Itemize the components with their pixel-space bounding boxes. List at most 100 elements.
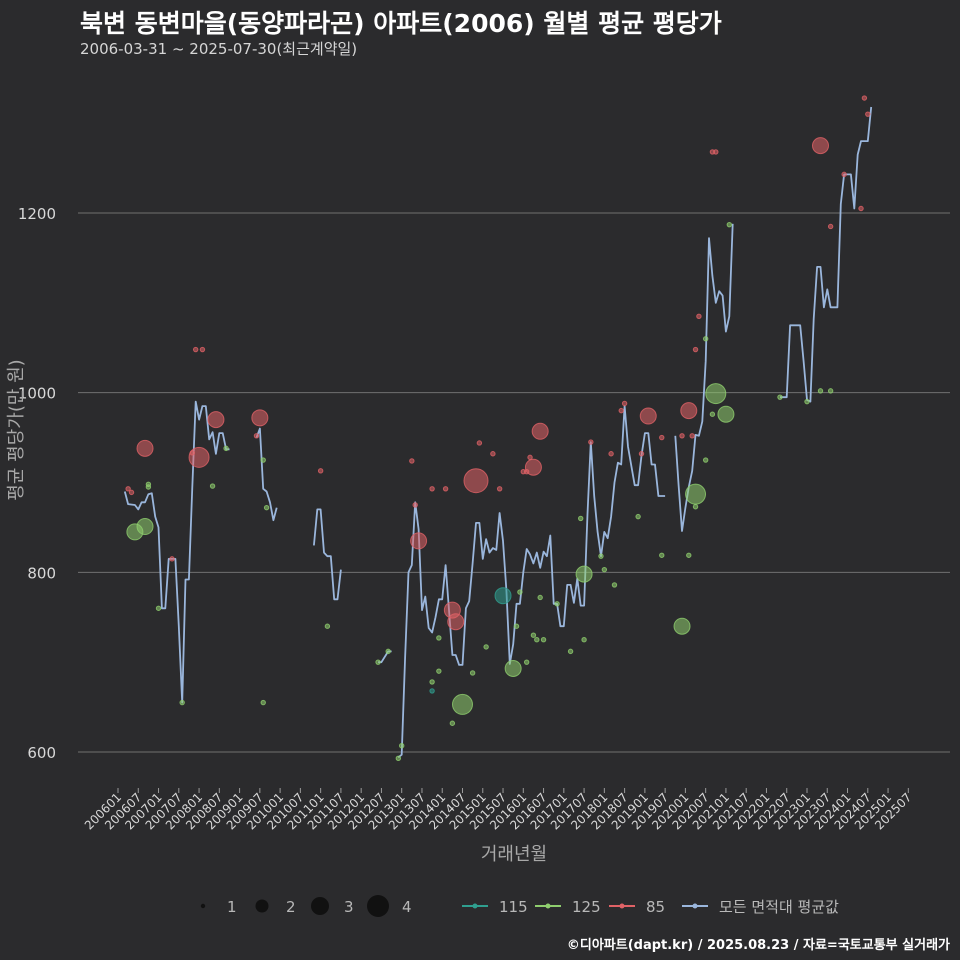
point-85 xyxy=(253,433,260,439)
point-85 xyxy=(410,532,428,550)
point-125 xyxy=(578,515,584,522)
point-85 xyxy=(125,486,131,492)
point-125 xyxy=(717,405,735,423)
point-125 xyxy=(702,336,709,342)
legend-color-label: 모든 면적대 평균값 xyxy=(719,898,839,916)
point-85 xyxy=(811,137,829,155)
chart-title: 북변 동변마을(동양파라곤) 아파트(2006) 월별 평균 평당가 xyxy=(80,9,722,38)
point-125 xyxy=(179,699,185,706)
point-85 xyxy=(861,95,868,101)
average-line-segment xyxy=(123,400,230,704)
point-125 xyxy=(611,582,618,588)
legend-size-2 xyxy=(255,899,269,913)
point-85 xyxy=(251,409,269,427)
point-125 xyxy=(581,637,587,643)
x-axis-label: 거래년월 xyxy=(481,844,547,865)
point-125 xyxy=(483,644,489,650)
average-line xyxy=(123,106,873,759)
average-line-segment xyxy=(255,427,278,522)
point-85 xyxy=(490,451,496,457)
y-tick-label: 800 xyxy=(27,564,56,582)
average-line-segment xyxy=(674,223,734,532)
point-125 xyxy=(145,484,152,490)
point-125 xyxy=(709,411,716,417)
average-line-segment xyxy=(397,405,666,759)
legend-color-label: 115 xyxy=(499,898,528,916)
point-125 xyxy=(429,679,435,685)
point-115 xyxy=(494,587,512,605)
y-axis-label: 평균 평당가(만 원) xyxy=(6,359,27,500)
point-125 xyxy=(726,221,733,228)
legend-color-dot xyxy=(472,903,478,909)
point-85 xyxy=(621,400,628,407)
point-125 xyxy=(598,553,604,559)
point-85 xyxy=(692,346,699,353)
point-125 xyxy=(223,445,229,452)
legend-size-label: 1 xyxy=(227,898,237,916)
footer-credit: ©디아파트(dapt.kr) / 2025.08.23 / 자료=국토교통부 실… xyxy=(566,938,950,953)
legend-size-3 xyxy=(311,897,329,915)
legend-size-1 xyxy=(200,903,206,909)
point-85 xyxy=(638,451,645,457)
point-85 xyxy=(659,434,665,441)
point-125 xyxy=(451,693,473,715)
point-125 xyxy=(209,483,216,489)
point-85 xyxy=(679,433,685,439)
point-125 xyxy=(263,504,270,511)
point-125 xyxy=(817,388,824,394)
point-85 xyxy=(412,502,418,508)
point-125 xyxy=(673,617,691,635)
point-85 xyxy=(317,468,324,474)
point-85 xyxy=(527,454,533,461)
point-125 xyxy=(534,637,540,643)
point-125 xyxy=(530,632,537,638)
legend-size-label: 2 xyxy=(286,898,296,916)
point-125 xyxy=(554,601,560,607)
point-125 xyxy=(513,623,520,629)
point-125 xyxy=(260,699,266,706)
point-125 xyxy=(635,513,641,520)
point-85 xyxy=(689,433,695,439)
point-85 xyxy=(608,451,614,457)
point-85 xyxy=(476,440,483,446)
point-125 xyxy=(324,623,331,629)
point-125 xyxy=(395,755,402,761)
point-85 xyxy=(865,111,871,117)
point-85 xyxy=(192,346,199,353)
y-tick-label: 1000 xyxy=(18,385,56,403)
legend-color-dot xyxy=(692,903,698,909)
y-axis-ticks: 600 800 1000 1200 xyxy=(18,205,56,762)
point-85 xyxy=(680,402,698,420)
x-axis-ticks: 2006012006072007012007072008012008072009… xyxy=(82,788,914,833)
legend-color-dot xyxy=(619,903,625,909)
point-125 xyxy=(449,720,456,726)
point-125 xyxy=(659,552,665,558)
point-125 xyxy=(692,504,699,510)
point-85 xyxy=(188,446,210,468)
point-85 xyxy=(463,468,489,494)
point-125 xyxy=(399,743,405,749)
point-125 xyxy=(537,594,543,601)
point-125 xyxy=(540,637,547,643)
point-85 xyxy=(169,556,175,562)
point-125 xyxy=(827,388,834,394)
average-line-segment xyxy=(780,106,873,403)
point-85 xyxy=(713,149,719,155)
chart-subtitle: 2006-03-31 ~ 2025-07-30(최근계약일) xyxy=(80,40,358,58)
scatter-points xyxy=(125,95,871,761)
point-85 xyxy=(588,439,594,445)
point-125 xyxy=(685,483,707,505)
y-tick-label: 600 xyxy=(27,744,56,762)
point-85 xyxy=(128,489,135,496)
point-125 xyxy=(702,457,709,463)
grid-lines xyxy=(78,212,950,753)
point-85 xyxy=(136,439,154,457)
point-85 xyxy=(618,407,624,414)
point-85 xyxy=(199,346,206,353)
point-125 xyxy=(375,659,381,665)
point-125 xyxy=(601,566,608,573)
point-85 xyxy=(524,458,542,476)
point-85 xyxy=(207,411,225,429)
point-125 xyxy=(777,394,783,400)
